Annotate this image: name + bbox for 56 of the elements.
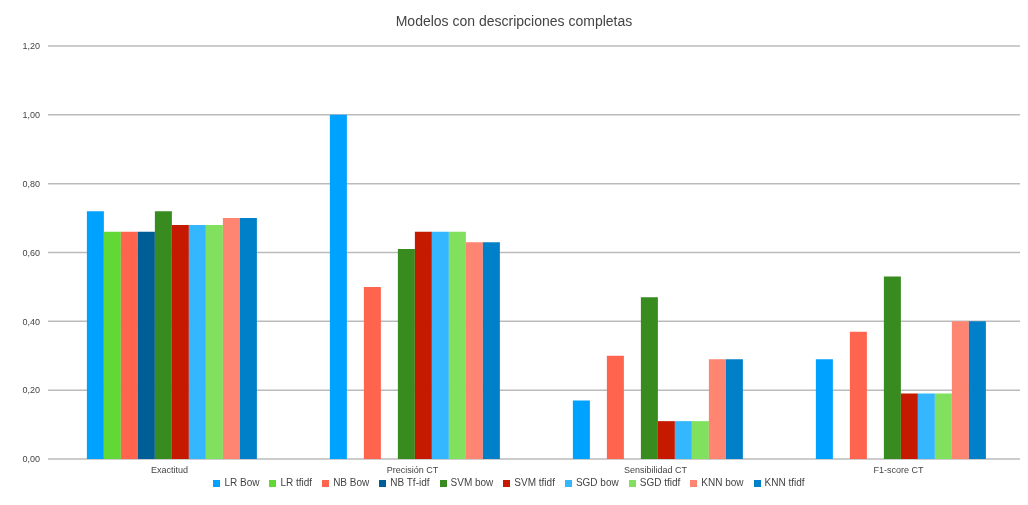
chart-title: Modelos con descripciones completas bbox=[394, 12, 634, 31]
bar bbox=[657, 421, 675, 459]
bar bbox=[708, 359, 726, 459]
y-tick-label: 1,00 bbox=[22, 110, 40, 121]
legend-label: SGD bow bbox=[575, 477, 619, 488]
bar bbox=[448, 231, 466, 459]
x-tick-label: Sensibilidad CT bbox=[623, 465, 688, 476]
bar bbox=[968, 321, 986, 459]
bar bbox=[917, 393, 935, 459]
bar bbox=[239, 218, 257, 459]
bar bbox=[329, 114, 347, 459]
bar bbox=[222, 218, 240, 459]
x-tick-label: Precisión CT bbox=[386, 465, 439, 476]
bar bbox=[465, 242, 483, 459]
bar bbox=[171, 224, 189, 459]
bar bbox=[363, 286, 381, 459]
y-tick-label: 0,40 bbox=[22, 316, 40, 327]
y-tick-label: 0,00 bbox=[22, 454, 40, 465]
legend-label: KNN tfidf bbox=[764, 477, 805, 488]
legend-label: NB Bow bbox=[333, 477, 370, 488]
bar bbox=[725, 359, 743, 459]
legend-label: KNN bow bbox=[701, 477, 744, 488]
bar bbox=[572, 400, 590, 459]
y-tick-label: 0,80 bbox=[22, 178, 40, 189]
bar bbox=[606, 355, 624, 459]
bar bbox=[103, 231, 121, 459]
y-tick-label: 0,20 bbox=[22, 385, 40, 396]
bar bbox=[951, 321, 969, 459]
bar bbox=[188, 224, 206, 459]
bar bbox=[120, 231, 138, 459]
bar bbox=[934, 393, 952, 459]
bar bbox=[397, 249, 415, 459]
bar bbox=[414, 231, 432, 459]
bar bbox=[431, 231, 449, 459]
bar bbox=[86, 211, 104, 459]
legend-label: SGD tfidf bbox=[639, 477, 681, 488]
y-tick-label: 1,20 bbox=[22, 41, 40, 52]
x-tick-label: Exactitud bbox=[150, 465, 189, 476]
bar bbox=[482, 242, 500, 459]
legend-label: LR Bow bbox=[224, 477, 260, 488]
legend-label: SVM tfidf bbox=[514, 477, 555, 488]
x-tick-label: F1-score CT bbox=[873, 465, 924, 476]
legend-label: LR tfidf bbox=[280, 477, 313, 488]
bar bbox=[815, 359, 833, 459]
legend-label: NB Tf-idf bbox=[390, 477, 430, 488]
legend-label: SVM bow bbox=[450, 477, 494, 488]
bar bbox=[137, 231, 155, 459]
bar bbox=[674, 421, 692, 459]
bar bbox=[640, 297, 658, 459]
bar bbox=[849, 331, 867, 459]
bar bbox=[883, 276, 901, 459]
bar bbox=[691, 421, 709, 459]
bar bbox=[154, 211, 172, 459]
bar bbox=[205, 224, 223, 459]
y-tick-label: 0,60 bbox=[22, 247, 40, 258]
bar bbox=[900, 393, 918, 459]
